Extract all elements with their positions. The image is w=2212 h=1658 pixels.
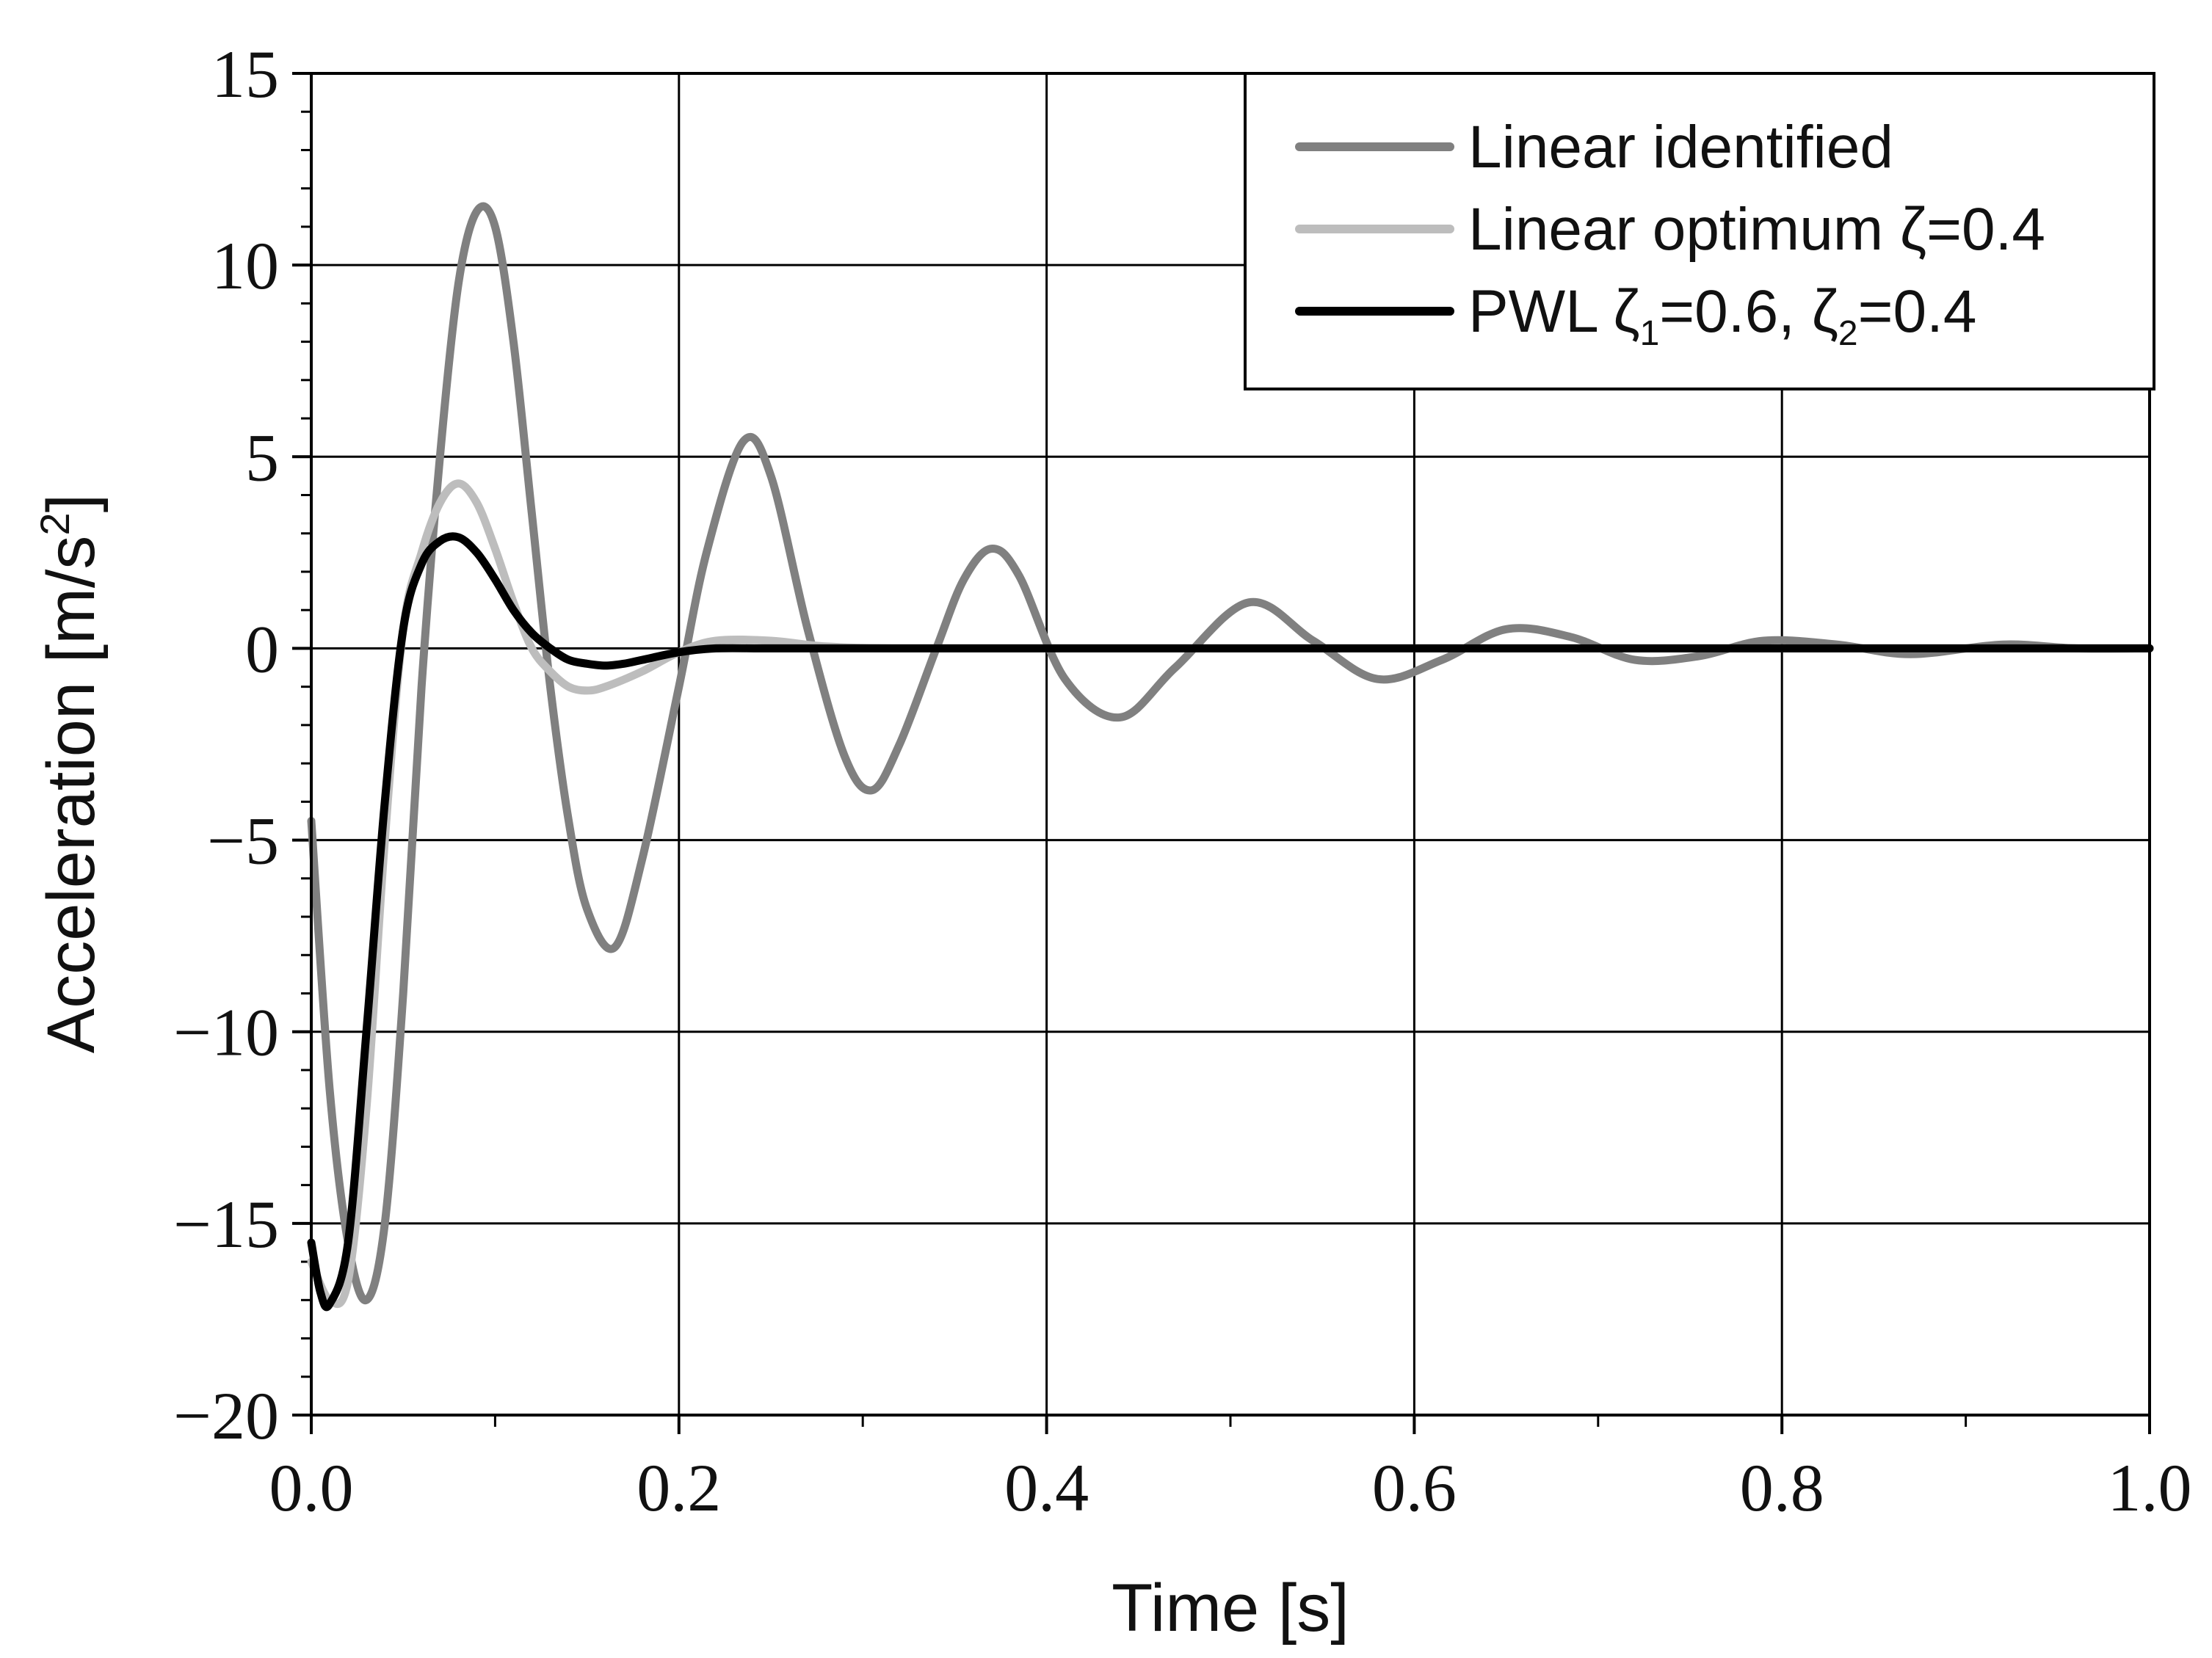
y-tick-label: −10 — [173, 995, 279, 1070]
y-tick-label: 15 — [211, 37, 279, 112]
series-layer — [307, 202, 2154, 1312]
tick-layer — [292, 72, 2151, 1434]
legend-label-linear-identified: Linear identified — [1468, 114, 1893, 181]
y-tick-label: 0 — [245, 611, 279, 686]
plot-frame — [310, 72, 2151, 1417]
y-tick-label: −15 — [173, 1187, 279, 1262]
y-tick-label: −20 — [173, 1378, 279, 1453]
x-tick-label: 0.4 — [1004, 1450, 1089, 1525]
legend: Linear identified Linear optimum ζ=0.4 P… — [1244, 72, 2155, 390]
y-tick-label: −5 — [207, 804, 279, 879]
series-line-pwl — [307, 532, 2154, 1312]
y-axis-label-main: Acceleration [m/s — [34, 536, 109, 1054]
series-line-linear-optimum — [307, 479, 2154, 1308]
legend-label-linear-optimum: Linear optimum ζ=0.4 — [1468, 196, 2045, 263]
x-axis-label: Time [s] — [1112, 1571, 1349, 1646]
label-layer: 0.0 0.2 0.4 0.6 0.8 1.0 15 10 5 0 −5 −10 −15 −20 — [173, 37, 2191, 1525]
y-axis-label-close: ] — [34, 494, 109, 513]
x-tick-label: 0.8 — [1740, 1450, 1824, 1525]
y-axis-label: Acceleration [m/s2] — [32, 494, 109, 1053]
y-axis-label-exponent: 2 — [32, 512, 78, 535]
y-tick-label: 5 — [245, 420, 279, 495]
y-tick-label: 10 — [211, 228, 279, 303]
series-line-linear-identified — [307, 202, 2154, 1304]
x-tick-label: 0.6 — [1372, 1450, 1457, 1525]
legend-label-pwl: PWL ζ1=0.6, ζ2=0.4 — [1468, 278, 1977, 353]
x-tick-label: 0.2 — [637, 1450, 721, 1525]
x-tick-label: 1.0 — [2108, 1450, 2192, 1525]
x-tick-label: 0.0 — [269, 1450, 354, 1525]
